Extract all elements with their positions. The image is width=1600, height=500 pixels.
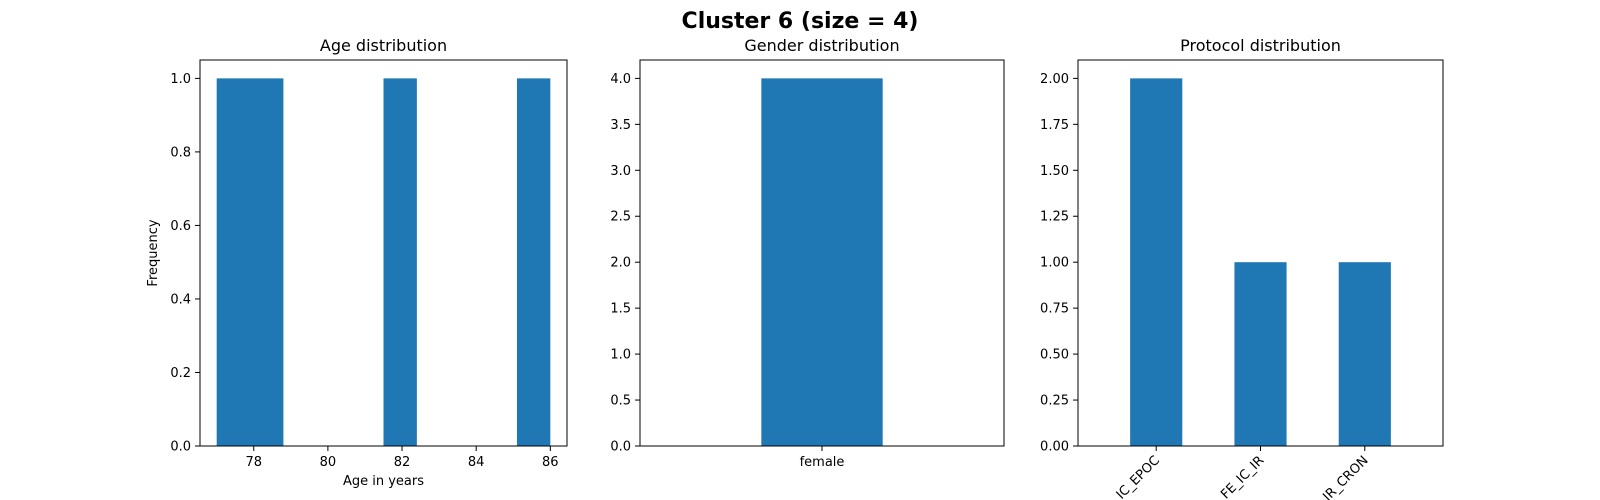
y-tick-label: 2.00 xyxy=(1040,72,1069,87)
chart-panel-1: Age distribution 78 80 82 84 86 0.0 0.2 0.4 0.6 0.… xyxy=(146,36,568,489)
y-tick-label: 0.8 xyxy=(170,145,191,160)
bar xyxy=(1234,262,1287,446)
y-tick-label: 1.0 xyxy=(170,72,191,87)
figure-title: Cluster 6 (size = 4) xyxy=(682,9,919,34)
x-tick-label: IR_CRON xyxy=(1320,453,1371,500)
y-tick-label: 1.25 xyxy=(1040,210,1069,225)
histogram-bar xyxy=(383,78,417,446)
y-tick-label: 0.2 xyxy=(170,366,191,381)
y-tick-label: 3.0 xyxy=(610,164,631,179)
y-tick-label: 0.4 xyxy=(170,292,191,307)
y-tick-label: 0.6 xyxy=(170,219,191,234)
chart-panel-2: Gender distribution female 0.0 0.5 1.0 1.5 2.0… xyxy=(610,36,1005,470)
y-tick-label: 1.50 xyxy=(1040,164,1069,179)
bar xyxy=(1338,262,1391,446)
panel-title: Age distribution xyxy=(320,36,447,55)
bar xyxy=(1130,78,1183,446)
y-tick-label: 1.00 xyxy=(1040,256,1069,271)
y-tick-label: 0.50 xyxy=(1040,348,1069,363)
x-tick-label: IC_EPOC xyxy=(1114,453,1163,500)
y-tick-label: 0.0 xyxy=(610,440,631,455)
y-tick-label: 0.00 xyxy=(1040,440,1069,455)
panel-title: Protocol distribution xyxy=(1180,36,1341,55)
x-tick-label: 86 xyxy=(542,455,559,470)
y-tick-label: 1.0 xyxy=(610,348,631,363)
y-tick-label: 0.0 xyxy=(170,440,191,455)
y-axis-label: Frequency xyxy=(146,219,161,286)
y-tick-label: 1.5 xyxy=(610,302,631,317)
x-tick-label: 84 xyxy=(468,455,485,470)
histogram-bar xyxy=(216,78,284,446)
bar xyxy=(761,78,883,446)
x-tick-label: 78 xyxy=(245,455,262,470)
y-tick-label: 0.25 xyxy=(1040,394,1069,409)
x-axis-label: Age in years xyxy=(343,474,424,489)
histogram-bar xyxy=(516,78,551,446)
axes-frame xyxy=(639,59,1005,447)
axes-frame xyxy=(1077,59,1444,447)
panel-title: Gender distribution xyxy=(744,36,899,55)
y-tick-label: 0.75 xyxy=(1040,302,1069,317)
x-tick-label: 80 xyxy=(320,455,337,470)
x-tick-label: FE_IC_IR xyxy=(1218,453,1267,500)
x-tick-label: 82 xyxy=(394,455,411,470)
y-tick-label: 0.5 xyxy=(610,394,631,409)
y-tick-label: 2.0 xyxy=(610,256,631,271)
x-tick-label: female xyxy=(800,455,845,470)
y-tick-label: 3.5 xyxy=(610,118,631,133)
axes-frame xyxy=(199,59,568,447)
y-tick-label: 2.5 xyxy=(610,210,631,225)
chart-panel-3: Protocol distribution IC_EPOC FE_IC_IR IR_C… xyxy=(1040,36,1444,500)
y-tick-label: 4.0 xyxy=(610,72,631,87)
y-tick-label: 1.75 xyxy=(1040,118,1069,133)
